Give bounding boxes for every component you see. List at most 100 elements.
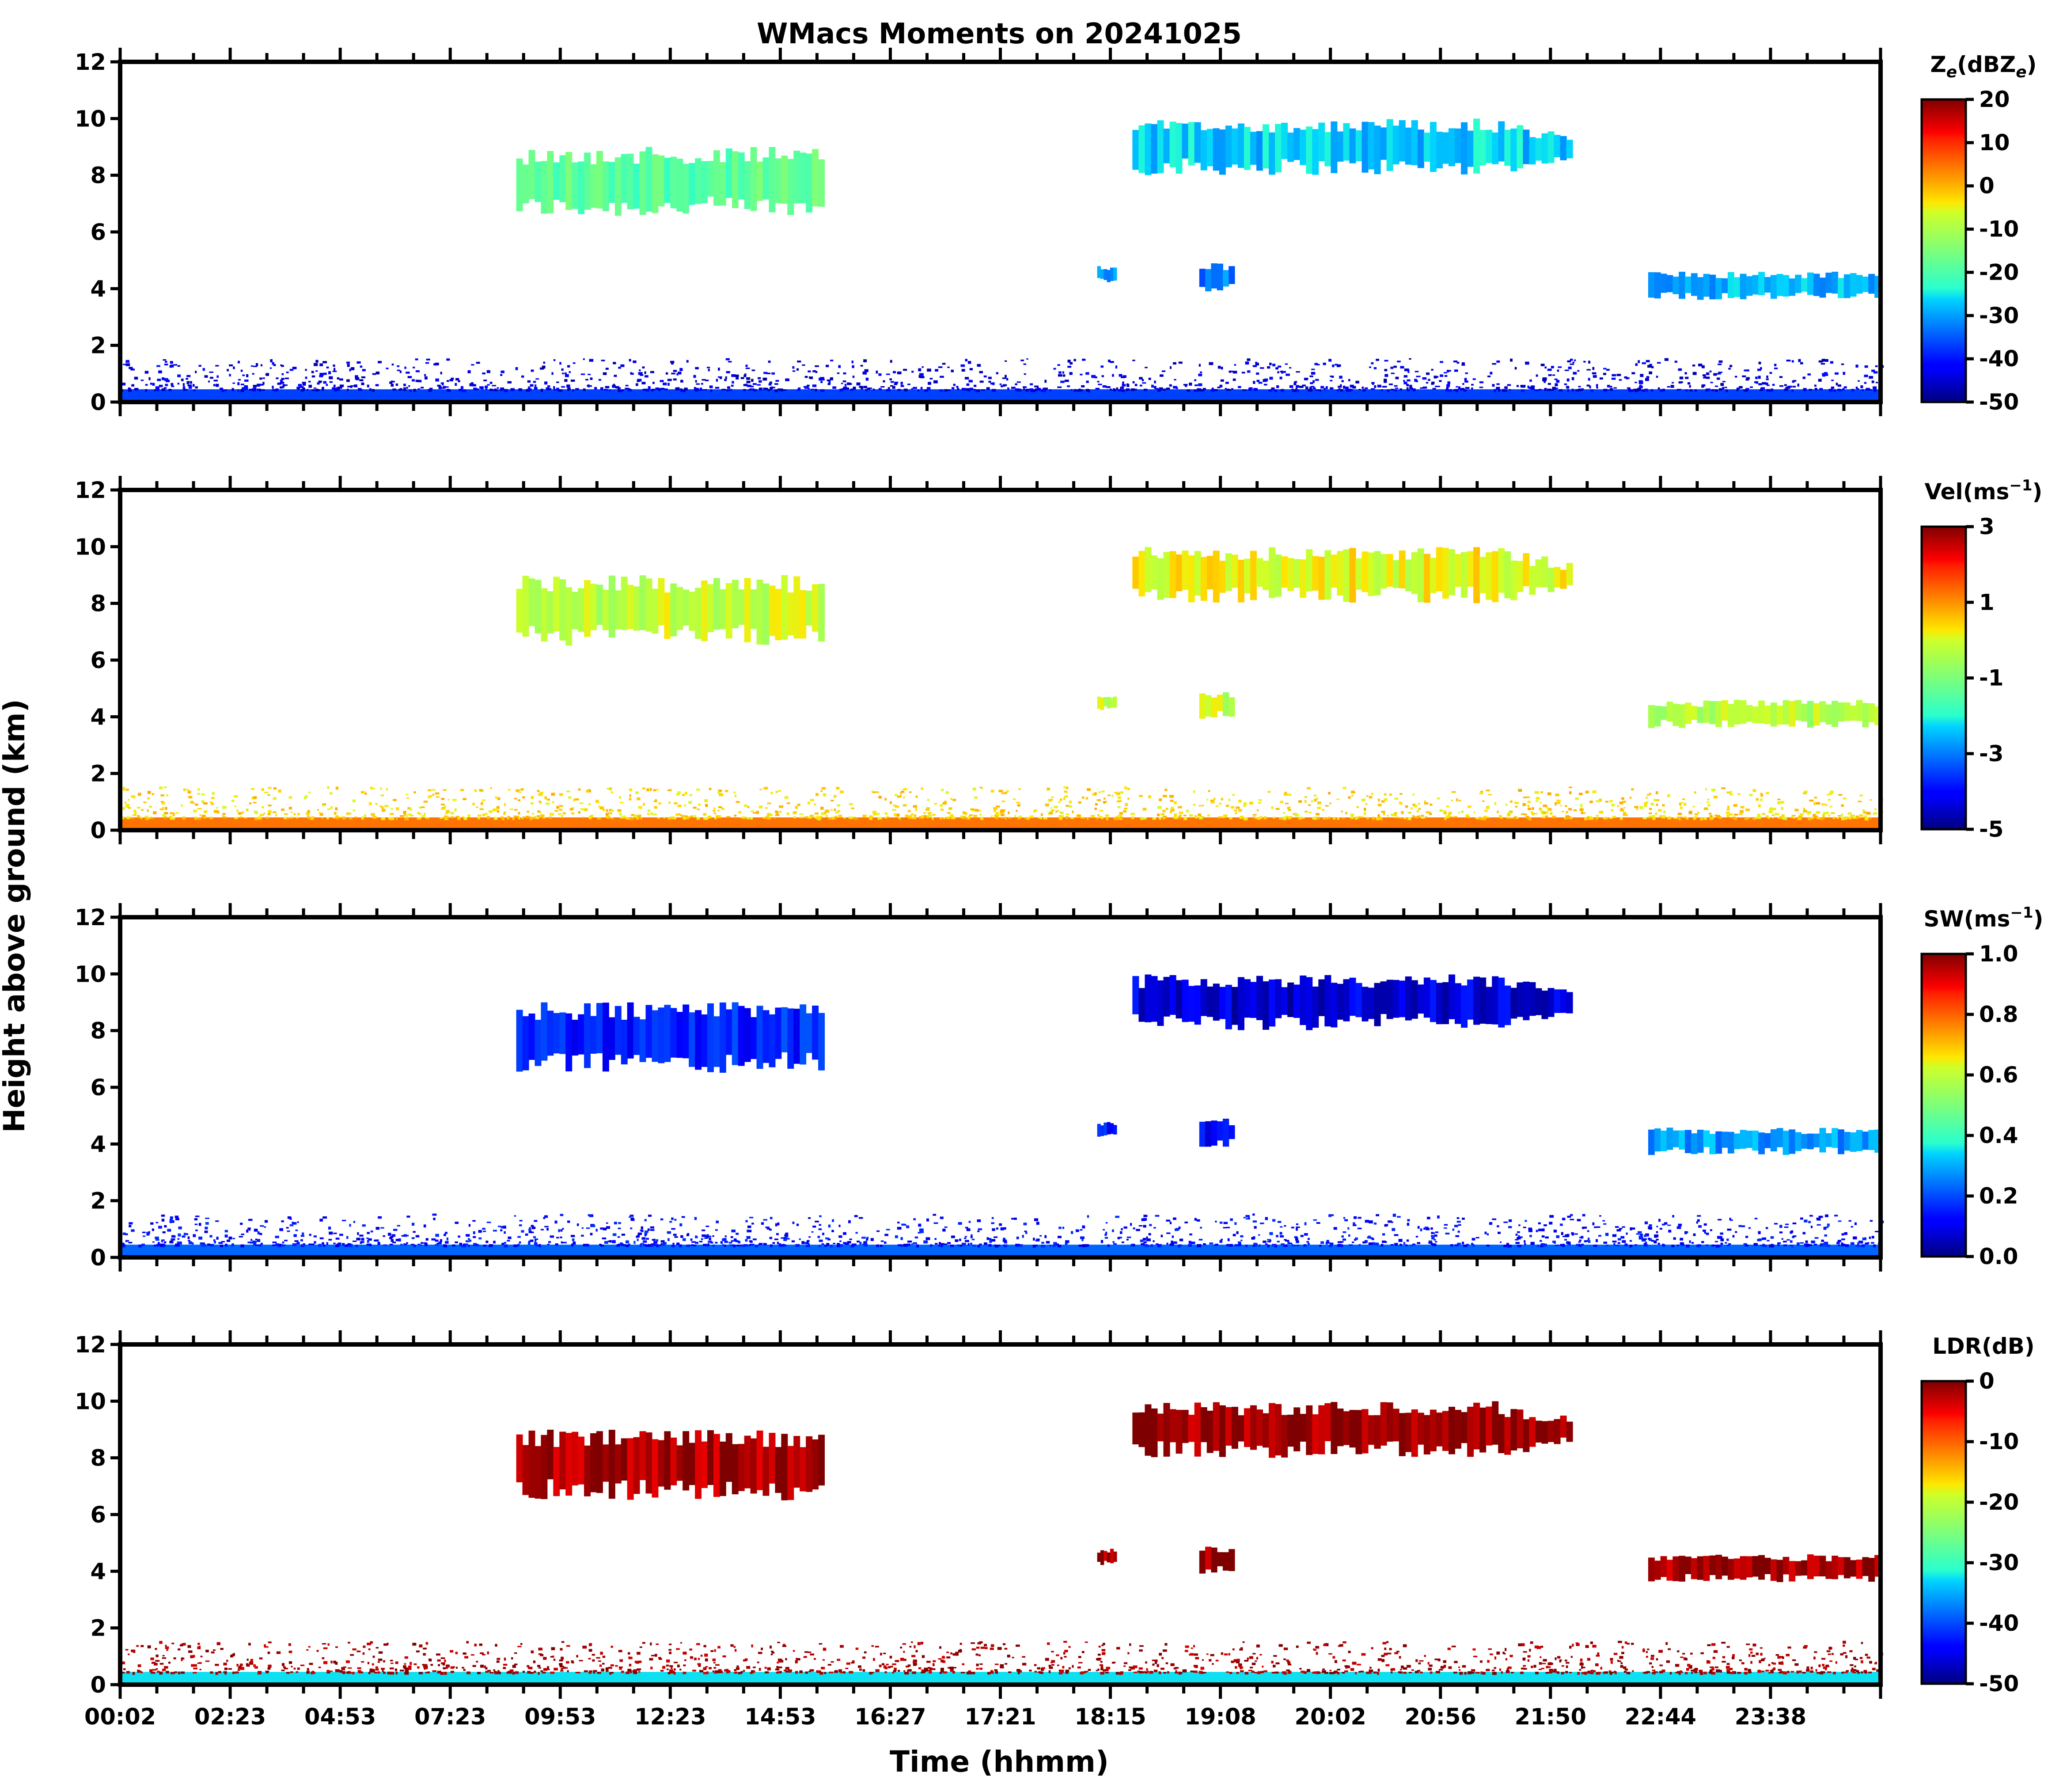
speckle [660,387,664,390]
cloud-column [1337,551,1344,596]
speckle [921,815,924,818]
speckle [382,809,386,812]
speckle [1475,1237,1479,1238]
speckle [1711,789,1716,792]
speckle [333,364,335,367]
speckle [155,1239,159,1241]
speckle [1609,388,1613,391]
speckle [1377,814,1380,817]
speckle [911,1243,913,1245]
speckle [1853,1236,1857,1240]
speckle [621,1234,626,1236]
speckle [165,383,168,387]
speckle [265,816,269,819]
cloud-column [1361,121,1369,173]
speckle [586,790,589,793]
speckle [1498,815,1502,818]
cloud-column [1368,122,1375,170]
cloud-column [1256,131,1263,171]
speckle [209,801,213,803]
speckle [1661,817,1665,819]
speckle [1595,817,1599,819]
speckle [1662,804,1665,807]
colorbar-tick-label: 1 [1979,589,1995,615]
speckle [1462,1218,1465,1220]
speckle [997,816,999,818]
cloud-column [1219,129,1226,175]
speckle [1561,1232,1563,1235]
speckle [583,1244,586,1247]
speckle [1405,1244,1408,1246]
speckle [1066,790,1068,793]
cloud-column [1510,560,1517,600]
speckle [397,365,400,367]
speckle [1525,361,1529,365]
speckle [562,812,566,815]
speckle [1792,1223,1797,1225]
speckle [373,816,375,818]
speckle [1790,1230,1794,1233]
speckle [1049,812,1053,814]
cloud-column [578,1014,585,1055]
speckle [575,388,579,390]
speckle [1305,1244,1307,1247]
speckle [1857,388,1859,390]
cloud-column [1819,1128,1826,1153]
speckle [479,789,482,792]
speckle [575,798,579,801]
speckle [1556,380,1560,383]
speckle [709,1237,711,1241]
cloud-column [1660,273,1667,293]
speckle [1258,801,1261,804]
speckle [862,371,866,373]
speckle [1711,389,1714,391]
speckle [244,387,248,390]
feature-cirrus-morning [516,1002,825,1073]
cloud-column [787,1008,794,1069]
speckle [221,389,224,392]
speckle [1410,1245,1413,1247]
speckle [1649,371,1653,375]
speckle [444,816,447,818]
cloud-column [1819,701,1826,722]
speckle [784,1234,787,1237]
speckle [244,385,248,387]
speckle [1483,816,1487,817]
speckle [862,372,867,375]
plot-area [120,917,1881,1257]
speckle [462,816,465,818]
speckle [1551,366,1554,368]
speckle [1428,1242,1433,1244]
speckle [344,1245,349,1247]
speckle [161,388,165,391]
speckle [570,380,575,382]
speckle [1530,386,1535,390]
speckle [1660,389,1663,392]
speckle [907,810,911,812]
speckle [1337,364,1341,367]
speckle [1837,388,1841,391]
speckle [181,804,183,807]
speckle [482,1228,485,1230]
speckle [248,1219,253,1221]
speckle [314,363,318,366]
speckle [205,1226,208,1230]
speckle [1294,381,1297,383]
cloud-column [1211,263,1217,289]
speckle [918,375,922,378]
speckle [571,1243,574,1247]
speckle [979,786,982,788]
speckle [1282,816,1287,819]
speckle [140,380,144,381]
speckle [886,1229,890,1230]
speckle [806,1245,810,1247]
speckle [315,360,319,363]
speckle [1018,389,1023,391]
speckle [831,809,833,811]
speckle [561,815,564,818]
speckle [1197,1244,1201,1248]
cloud-column [658,155,665,207]
speckle [1024,373,1026,375]
speckle [1232,793,1235,796]
speckle [163,1241,167,1244]
